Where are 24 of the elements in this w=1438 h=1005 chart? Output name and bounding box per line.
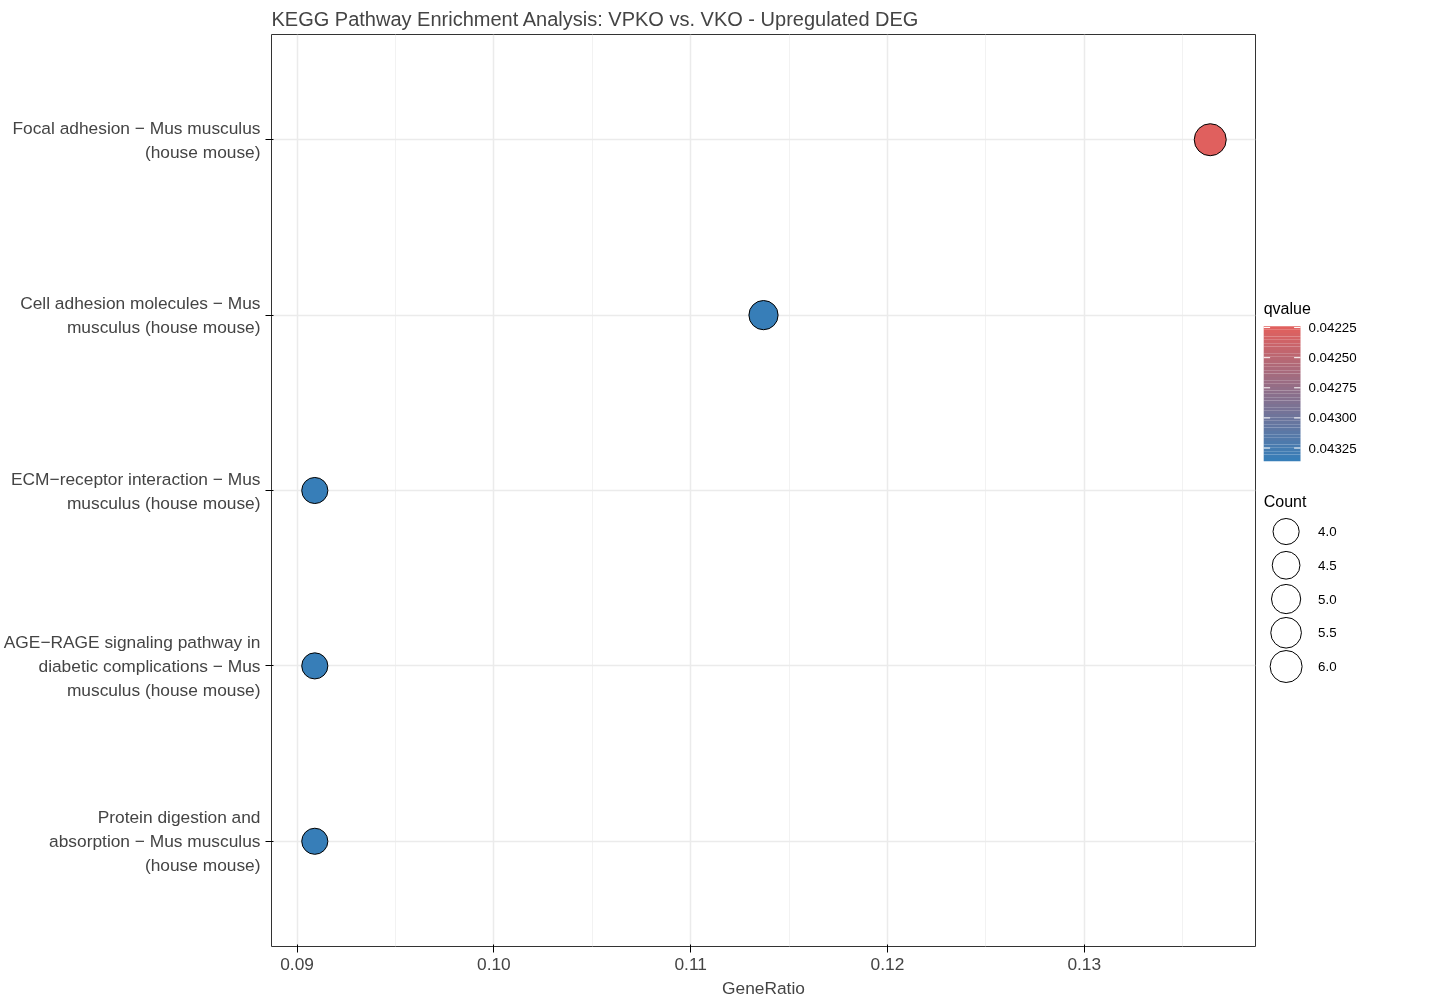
chart-title: KEGG Pathway Enrichment Analysis: VPKO vs. VKO - Upregulated DEG (271, 7, 919, 30)
color-bar-label: 0.04325 (1308, 440, 1357, 456)
legend-title: Count (1263, 492, 1307, 510)
legend-label: 5.5 (1318, 625, 1337, 641)
y-tick-label: Cell adhesion molecules − Mus musculus (house mouse) (20, 293, 261, 338)
y-tick-label: Protein digestion and absorption − Mus musculus (house mouse) (49, 807, 261, 876)
color-bar-label: 0.04225 (1308, 320, 1357, 336)
legend-label: 4.5 (1318, 557, 1337, 573)
x-tick-label: 0.11 (674, 953, 707, 974)
color-bar-label: 0.04250 (1308, 350, 1357, 366)
color-bar-label: 0.04275 (1308, 380, 1357, 396)
x-axis-title: GeneRatio (722, 977, 805, 998)
y-tick-label: ECM−receptor interaction − Mus musculus (house mouse) (11, 468, 261, 513)
y-tick-label: Focal adhesion − Mus musculus (house mouse) (12, 117, 261, 162)
legend-label: 5.0 (1318, 591, 1337, 607)
legend-label: 6.0 (1318, 659, 1337, 675)
x-tick-label: 0.13 (1067, 953, 1102, 974)
color-bar-label: 0.04300 (1308, 410, 1357, 426)
color-bar-title: qvalue (1263, 299, 1311, 317)
x-tick-label: 0.10 (477, 953, 511, 974)
x-tick-label: 0.12 (870, 953, 905, 974)
y-tick-label: AGE−RAGE signaling pathway in diabetic complications − Mus musculus (house mouse) (3, 631, 261, 700)
legend-label: 4.0 (1318, 524, 1337, 540)
x-tick-label: 0.09 (280, 953, 314, 974)
